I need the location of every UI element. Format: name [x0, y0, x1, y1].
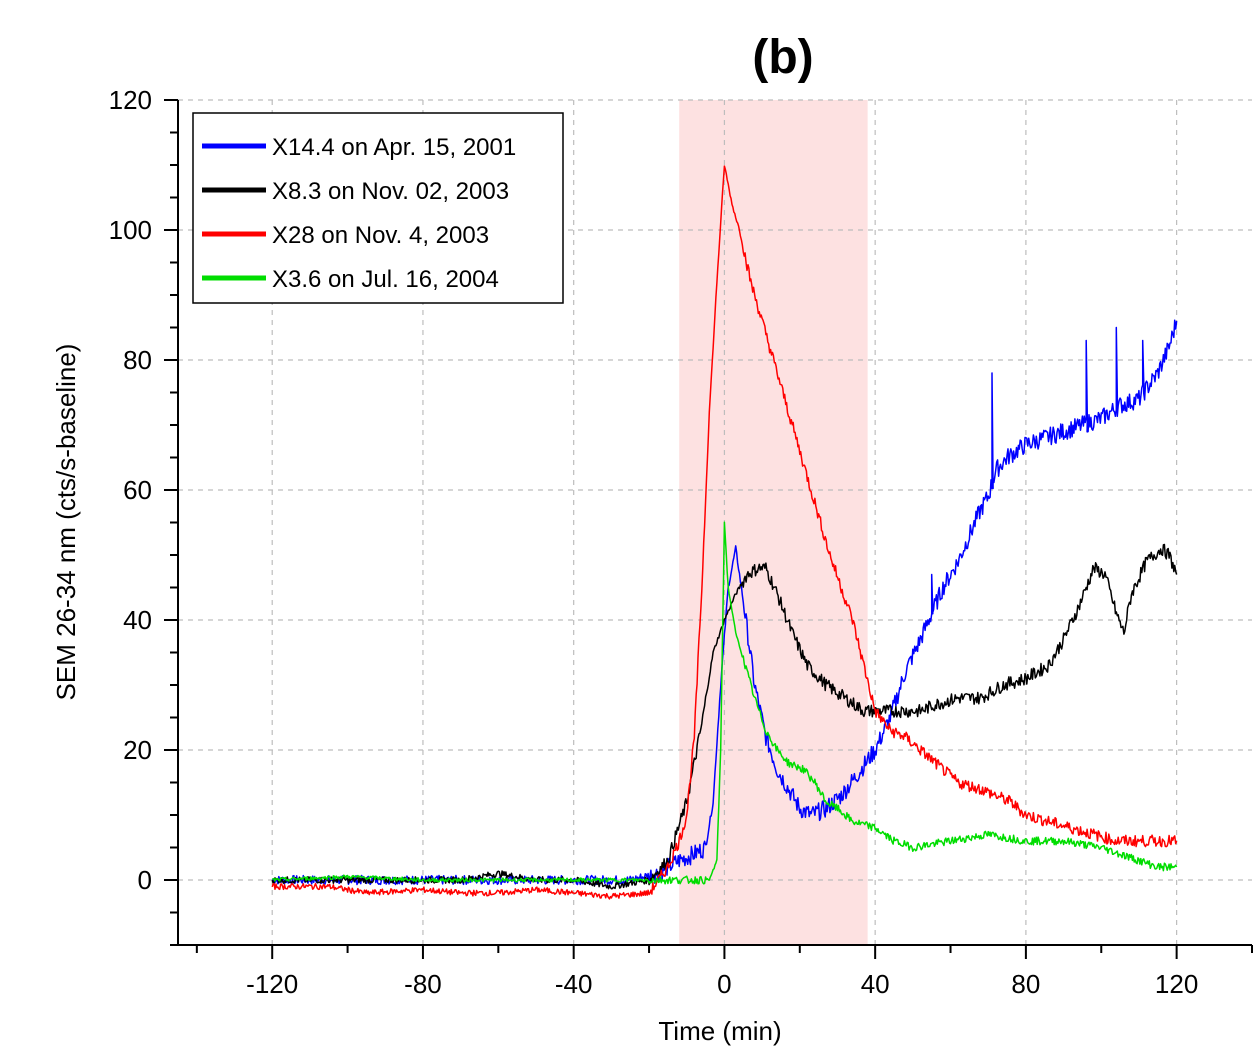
x-tick-label: -80	[404, 969, 442, 999]
x-tick-label: -40	[555, 969, 593, 999]
y-tick-label: 120	[109, 85, 152, 115]
legend-label: X14.4 on Apr. 15, 2001	[272, 134, 516, 161]
highlight-band-layer	[679, 100, 868, 945]
legend-box	[192, 112, 564, 304]
legend-label: X8.3 on Nov. 02, 2003	[272, 178, 509, 205]
chart-title: (b)	[752, 31, 813, 84]
x-tick-label: -120	[246, 969, 298, 999]
x-tick-label: 0	[717, 969, 731, 999]
y-tick-label: 20	[123, 735, 152, 765]
grid-layer	[178, 99, 1252, 945]
legend-label: X3.6 on Jul. 16, 2004	[272, 266, 499, 293]
y-tick-label: 60	[123, 475, 152, 505]
y-tick-label: 0	[138, 865, 152, 895]
y-tick-label: 80	[123, 345, 152, 375]
y-axis-label: SEM 26-34 nm (cts/s-baseline)	[51, 344, 81, 701]
y-tick-label: 40	[123, 605, 152, 635]
axes-layer: 0 20 40 60 80 100 120 -120 -80 -40 0 40 80 120	[109, 85, 1253, 999]
x-tick-label: 40	[861, 969, 890, 999]
legend: X14.4 on Apr. 15, 2001 X8.3 on Nov. 02, 2…	[192, 112, 564, 304]
x-axis-label: Time (min)	[658, 1016, 781, 1046]
x-tick-label: 120	[1155, 969, 1198, 999]
highlight-band	[679, 100, 868, 945]
x-tick-label: 80	[1011, 969, 1040, 999]
series-layer	[271, 165, 1178, 900]
series-line-4	[271, 521, 1178, 885]
series-line-3	[271, 165, 1178, 900]
legend-label: X28 on Nov. 4, 2003	[272, 222, 489, 249]
y-tick-label: 100	[109, 215, 152, 245]
